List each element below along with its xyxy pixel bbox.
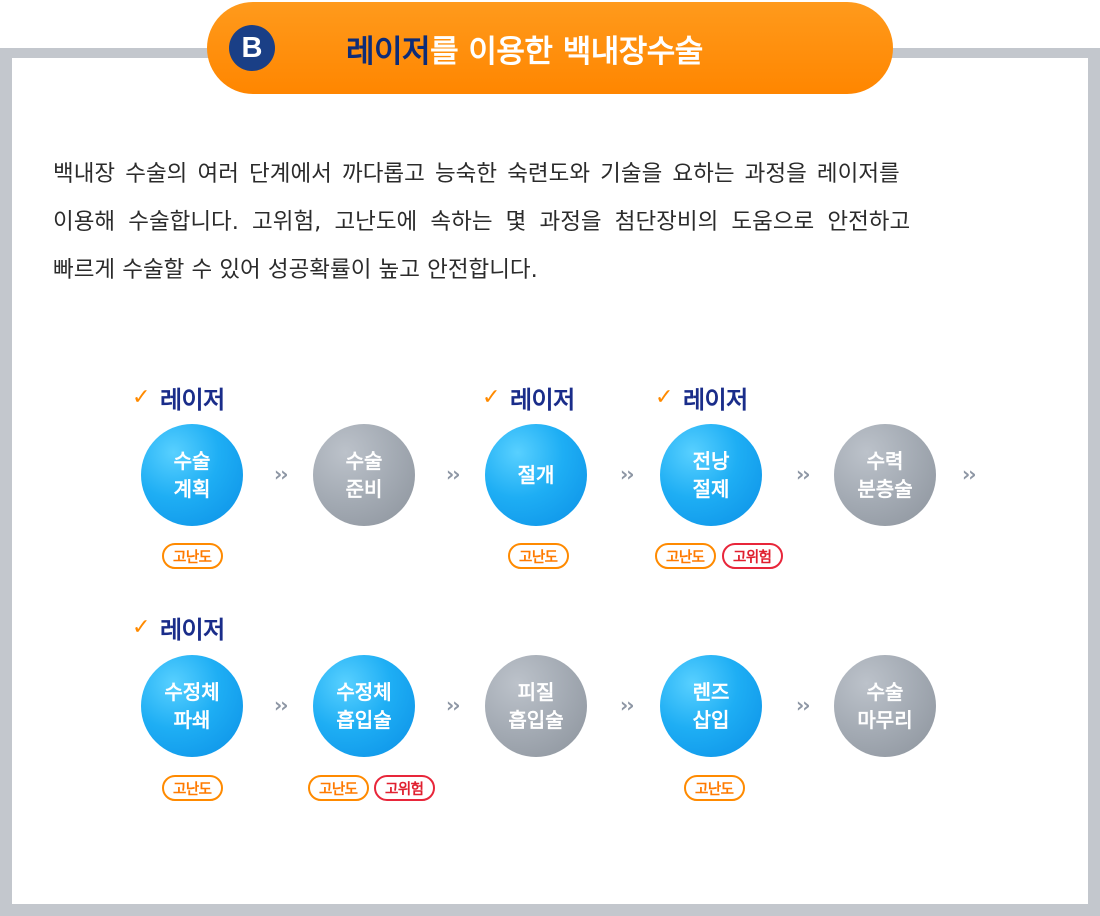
step-label: 절제 — [692, 477, 730, 501]
step-capsulotomy: 전낭 절제 — [660, 424, 762, 526]
chevron-right-icon: ›› — [446, 462, 461, 486]
step-cortex-aspiration: 피질 흡입술 — [485, 655, 587, 757]
title-rest: 를 이용한 백내장수술 — [430, 33, 703, 70]
step-label: 마무리 — [857, 708, 913, 732]
laser-label: ✓ 레이저 — [132, 612, 225, 644]
description-line: 빠르게 수술할 수 있어 성공확률이 높고 안전합니다. — [53, 257, 538, 283]
step-label: 수술 — [866, 680, 904, 704]
difficulty-tag: 고난도 — [308, 775, 369, 801]
step-incision: 절개 — [485, 424, 587, 526]
laser-label-text: 레이저 — [509, 385, 575, 414]
laser-label-text: 레이저 — [682, 385, 748, 414]
step-label: 피질 — [517, 680, 555, 704]
step-surgery-prep: 수술 준비 — [313, 424, 415, 526]
chevron-right-icon: ›› — [274, 462, 289, 486]
chevron-right-icon: ›› — [274, 693, 289, 717]
section-title: 레이저 를 이용한 백내장수술 — [346, 2, 703, 94]
chevron-right-icon: ›› — [620, 693, 635, 717]
title-highlight: 레이저 — [346, 33, 431, 70]
check-icon: ✓ — [482, 384, 500, 410]
step-label: 수력 — [866, 449, 904, 473]
laser-label-text: 레이저 — [159, 615, 225, 644]
step-label: 절개 — [517, 463, 555, 487]
step-label: 흡입술 — [508, 708, 564, 732]
step-lens-insertion: 렌즈 삽입 — [660, 655, 762, 757]
laser-label: ✓ 레이저 — [482, 382, 575, 414]
laser-label: ✓ 레이저 — [132, 382, 225, 414]
check-icon: ✓ — [132, 384, 150, 410]
chevron-right-icon: ›› — [446, 693, 461, 717]
step-label: 수정체 — [336, 680, 392, 704]
check-icon: ✓ — [655, 384, 673, 410]
step-surgery-finish: 수술 마무리 — [834, 655, 936, 757]
step-label: 준비 — [345, 477, 383, 501]
step-hydrodissection: 수력 분층술 — [834, 424, 936, 526]
difficulty-tag: 고난도 — [684, 775, 745, 801]
laser-label-text: 레이저 — [159, 385, 225, 414]
step-label: 전낭 — [692, 449, 730, 473]
description-line: 이용해 수술합니다. 고위험, 고난도에 속하는 몇 과정을 첨단장비의 도움으… — [53, 209, 911, 235]
chevron-right-icon: ›› — [620, 462, 635, 486]
risk-tag: 고위험 — [722, 543, 783, 569]
step-label: 렌즈 — [692, 680, 730, 704]
section-badge: B — [229, 25, 275, 71]
step-surgery-plan: 수술 계획 — [141, 424, 243, 526]
step-label: 수정체 — [164, 680, 220, 704]
chevron-right-icon: ›› — [796, 693, 811, 717]
chevron-right-icon: ›› — [796, 462, 811, 486]
step-label: 흡입술 — [336, 708, 392, 732]
section-title-banner: B 레이저 를 이용한 백내장수술 — [207, 2, 893, 94]
step-label: 분층술 — [857, 477, 913, 501]
step-label: 파쇄 — [173, 708, 211, 732]
description-paragraph: 백내장 수술의 여러 단계에서 까다롭고 능숙한 숙련도와 기술을 요하는 과정… — [53, 150, 1051, 294]
difficulty-tag: 고난도 — [162, 543, 223, 569]
description-line: 백내장 수술의 여러 단계에서 까다롭고 능숙한 숙련도와 기술을 요하는 과정… — [53, 161, 900, 187]
check-icon: ✓ — [132, 614, 150, 640]
difficulty-tag: 고난도 — [162, 775, 223, 801]
step-lens-aspiration: 수정체 흡입술 — [313, 655, 415, 757]
chevron-right-icon: ›› — [962, 462, 977, 486]
step-label: 수술 — [173, 449, 211, 473]
step-label: 계획 — [173, 477, 211, 501]
risk-tag: 고위험 — [374, 775, 435, 801]
step-label: 삽입 — [692, 708, 730, 732]
step-phaco-fragmentation: 수정체 파쇄 — [141, 655, 243, 757]
difficulty-tag: 고난도 — [655, 543, 716, 569]
laser-label: ✓ 레이저 — [655, 382, 748, 414]
step-label: 수술 — [345, 449, 383, 473]
difficulty-tag: 고난도 — [508, 543, 569, 569]
